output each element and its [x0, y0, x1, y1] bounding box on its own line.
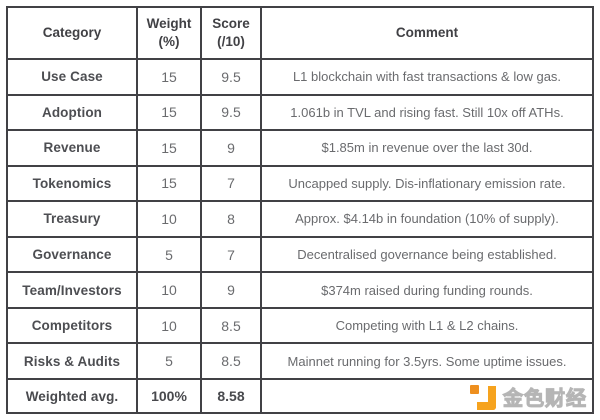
table-row: Tokenomics 15 7 Uncapped supply. Dis-inf…: [6, 164, 594, 203]
rating-table: Category Weight (%) Score (/10) Comment …: [6, 6, 594, 414]
header-score-line1: Score: [212, 15, 250, 31]
header-weight-line2: (%): [158, 34, 180, 49]
footer-category: Weighted avg.: [6, 378, 138, 414]
footer-comment: [260, 378, 594, 414]
footer-weight: 100%: [136, 378, 202, 414]
row-weight: 10: [136, 271, 202, 309]
header-weight: Weight (%): [136, 6, 202, 60]
table-row: Risks & Audits 5 8.5 Mainnet running for…: [6, 342, 594, 380]
row-score: 8.5: [200, 306, 262, 345]
row-comment: 1.061b in TVL and rising fast. Still 10x…: [260, 93, 594, 132]
table-row: Competitors 10 8.5 Competing with L1 & L…: [6, 306, 594, 345]
weighted-avg-row: Weighted avg. 100% 8.58: [6, 378, 594, 414]
row-category: Tokenomics: [6, 164, 138, 203]
row-category: Risks & Audits: [6, 342, 138, 380]
row-category: Revenue: [6, 129, 138, 167]
row-weight: 10: [136, 306, 202, 345]
row-comment: $1.85m in revenue over the last 30d.: [260, 129, 594, 167]
row-weight: 10: [136, 200, 202, 238]
row-weight: 15: [136, 93, 202, 132]
header-weight-line1: Weight: [146, 15, 192, 31]
row-comment: Mainnet running for 3.5yrs. Some uptime …: [260, 342, 594, 380]
table-row: Treasury 10 8 Approx. $4.14b in foundati…: [6, 200, 594, 238]
row-score: 9.5: [200, 93, 262, 132]
header-category: Category: [6, 6, 138, 60]
row-score: 8.5: [200, 342, 262, 380]
header-score: Score (/10): [200, 6, 262, 60]
row-category: Treasury: [6, 200, 138, 238]
row-weight: 5: [136, 235, 202, 274]
row-category: Adoption: [6, 93, 138, 132]
row-weight: 15: [136, 129, 202, 167]
header-row: Category Weight (%) Score (/10) Comment: [6, 6, 594, 60]
row-weight: 5: [136, 342, 202, 380]
row-score: 9: [200, 129, 262, 167]
row-score: 7: [200, 164, 262, 203]
row-category: Competitors: [6, 306, 138, 345]
row-score: 7: [200, 235, 262, 274]
row-comment: Competing with L1 & L2 chains.: [260, 306, 594, 345]
row-weight: 15: [136, 58, 202, 96]
table-row: Governance 5 7 Decentralised governance …: [6, 235, 594, 274]
table-row: Adoption 15 9.5 1.061b in TVL and rising…: [6, 93, 594, 132]
footer-score: 8.58: [200, 378, 262, 414]
row-score: 8: [200, 200, 262, 238]
table-row: Use Case 15 9.5 L1 blockchain with fast …: [6, 58, 594, 96]
row-score: 9: [200, 271, 262, 309]
table-row: Revenue 15 9 $1.85m in revenue over the …: [6, 129, 594, 167]
row-category: Governance: [6, 235, 138, 274]
table-row: Team/Investors 10 9 $374m raised during …: [6, 271, 594, 309]
row-comment: Uncapped supply. Dis-inflationary emissi…: [260, 164, 594, 203]
row-comment: L1 blockchain with fast transactions & l…: [260, 58, 594, 96]
row-weight: 15: [136, 164, 202, 203]
row-comment: Approx. $4.14b in foundation (10% of sup…: [260, 200, 594, 238]
row-comment: $374m raised during funding rounds.: [260, 271, 594, 309]
header-comment: Comment: [260, 6, 594, 60]
row-comment: Decentralised governance being establish…: [260, 235, 594, 274]
row-category: Use Case: [6, 58, 138, 96]
row-category: Team/Investors: [6, 271, 138, 309]
row-score: 9.5: [200, 58, 262, 96]
header-score-line2: (/10): [217, 34, 245, 49]
